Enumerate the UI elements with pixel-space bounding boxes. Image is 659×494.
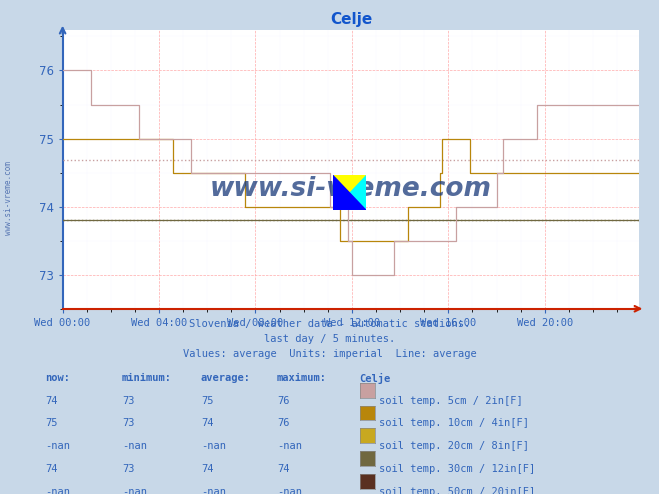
Text: 74: 74 [201, 464, 214, 474]
Text: 73: 73 [122, 396, 134, 406]
Title: Celje: Celje [330, 12, 372, 27]
Text: 73: 73 [122, 464, 134, 474]
Text: 74: 74 [45, 396, 57, 406]
Text: -nan: -nan [277, 487, 302, 494]
Text: -nan: -nan [201, 441, 226, 451]
Polygon shape [333, 175, 366, 210]
Text: average:: average: [201, 373, 251, 383]
Text: soil temp. 5cm / 2in[F]: soil temp. 5cm / 2in[F] [379, 396, 523, 406]
Text: -nan: -nan [201, 487, 226, 494]
Text: -nan: -nan [45, 487, 70, 494]
Text: 74: 74 [277, 464, 289, 474]
Text: 74: 74 [201, 418, 214, 428]
Text: -nan: -nan [277, 441, 302, 451]
Text: soil temp. 50cm / 20in[F]: soil temp. 50cm / 20in[F] [379, 487, 535, 494]
Text: Slovenia / weather data - automatic stations.
last day / 5 minutes.
Values: aver: Slovenia / weather data - automatic stat… [183, 319, 476, 359]
Text: 74: 74 [45, 464, 57, 474]
Text: 76: 76 [277, 396, 289, 406]
Polygon shape [333, 175, 366, 210]
Text: www.si-vreme.com: www.si-vreme.com [4, 161, 13, 235]
Text: -nan: -nan [45, 441, 70, 451]
Text: 73: 73 [122, 418, 134, 428]
Text: maximum:: maximum: [277, 373, 327, 383]
Text: -nan: -nan [122, 487, 147, 494]
Text: 75: 75 [201, 396, 214, 406]
Text: soil temp. 20cm / 8in[F]: soil temp. 20cm / 8in[F] [379, 441, 529, 451]
Text: now:: now: [45, 373, 70, 383]
Text: soil temp. 10cm / 4in[F]: soil temp. 10cm / 4in[F] [379, 418, 529, 428]
Text: Celje: Celje [359, 373, 390, 384]
Text: 75: 75 [45, 418, 57, 428]
Text: 76: 76 [277, 418, 289, 428]
Text: www.si-vreme.com: www.si-vreme.com [210, 176, 492, 202]
Text: minimum:: minimum: [122, 373, 172, 383]
Text: soil temp. 30cm / 12in[F]: soil temp. 30cm / 12in[F] [379, 464, 535, 474]
Text: -nan: -nan [122, 441, 147, 451]
